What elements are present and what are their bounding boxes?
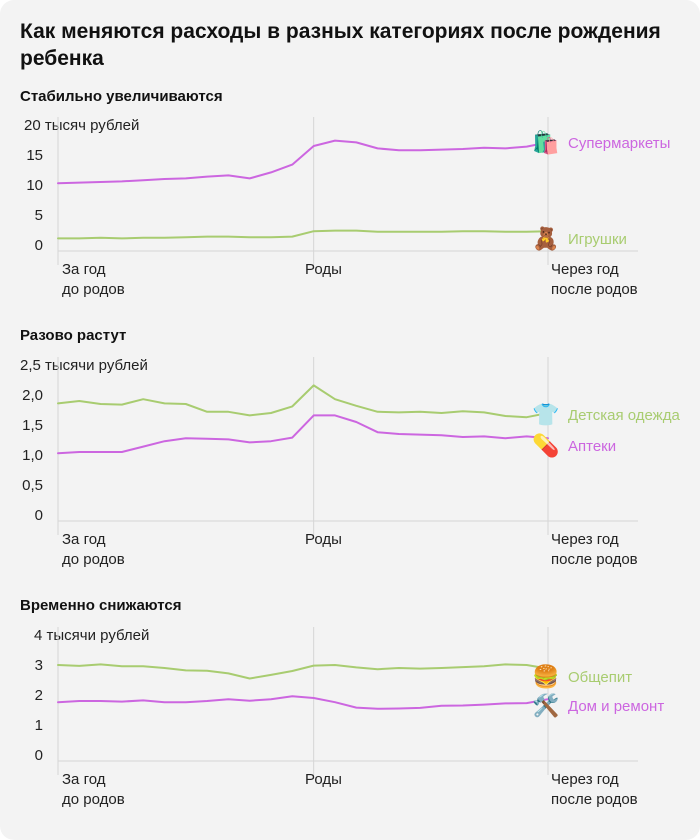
x-tick-label: до родов	[62, 281, 125, 298]
panel-subtitle: Разово растут	[20, 327, 126, 344]
y-axis-unit-label: 20 тысяч рублей	[24, 117, 139, 134]
x-tick-label: За год	[62, 261, 106, 278]
series-line	[57, 414, 549, 455]
series-icon: 👕	[532, 402, 559, 427]
y-tick-label: 1	[35, 717, 43, 734]
page-title: Как меняются расходы в разных категориях…	[20, 20, 661, 70]
series-line	[57, 663, 549, 680]
y-tick-label: 2,0	[22, 387, 43, 404]
series-label: Детская одежда	[568, 407, 680, 424]
x-tick-label: Через год	[551, 261, 619, 278]
x-tick-label: Роды	[305, 261, 342, 278]
y-tick-label: 0	[35, 507, 43, 524]
y-tick-label: 0,5	[22, 477, 43, 494]
series-line	[57, 139, 549, 185]
y-tick-label: 2	[35, 687, 43, 704]
x-tick-label: до родов	[62, 551, 125, 568]
y-tick-label: 3	[35, 657, 43, 674]
series-icon: 🍔	[532, 664, 559, 689]
series-icon: 🧸	[532, 226, 559, 252]
series-icon: 🛠️	[532, 692, 559, 718]
series-icon: 💊	[532, 432, 559, 459]
x-tick-label: Через год	[551, 771, 619, 788]
y-tick-label: 5	[35, 207, 43, 224]
series-label: Общепит	[568, 669, 632, 686]
panel-subtitle: Временно снижаются	[20, 597, 182, 614]
y-axis-unit-label: 2,5 тысячи рублей	[20, 357, 148, 374]
panel-subtitle: Стабильно увеличиваются	[20, 88, 223, 105]
series-line	[57, 695, 549, 710]
x-tick-label: За год	[62, 771, 106, 788]
series-label: Аптеки	[568, 438, 616, 455]
y-tick-label: 0	[35, 237, 43, 254]
y-tick-label: 1,0	[22, 447, 43, 464]
x-tick-label: после родов	[551, 791, 638, 808]
x-tick-label: Роды	[305, 531, 342, 548]
y-tick-label: 15	[26, 147, 43, 164]
series-label: Дом и ремонт	[568, 698, 664, 715]
y-tick-label: 1,5	[22, 417, 43, 434]
x-tick-label: За год	[62, 531, 106, 548]
x-tick-label: после родов	[551, 281, 638, 298]
series-icon: 🛍️	[532, 130, 559, 155]
y-tick-label: 0	[35, 747, 43, 764]
x-tick-label: Роды	[305, 771, 342, 788]
x-tick-label: до родов	[62, 791, 125, 808]
series-label: Игрушки	[568, 231, 627, 248]
series-label: Супермаркеты	[568, 135, 670, 152]
series-line	[57, 229, 549, 240]
series-line	[57, 384, 549, 419]
x-tick-label: после родов	[551, 551, 638, 568]
x-tick-label: Через год	[551, 531, 619, 548]
y-tick-label: 10	[26, 177, 43, 194]
y-axis-unit-label: 4 тысячи рублей	[34, 627, 149, 644]
